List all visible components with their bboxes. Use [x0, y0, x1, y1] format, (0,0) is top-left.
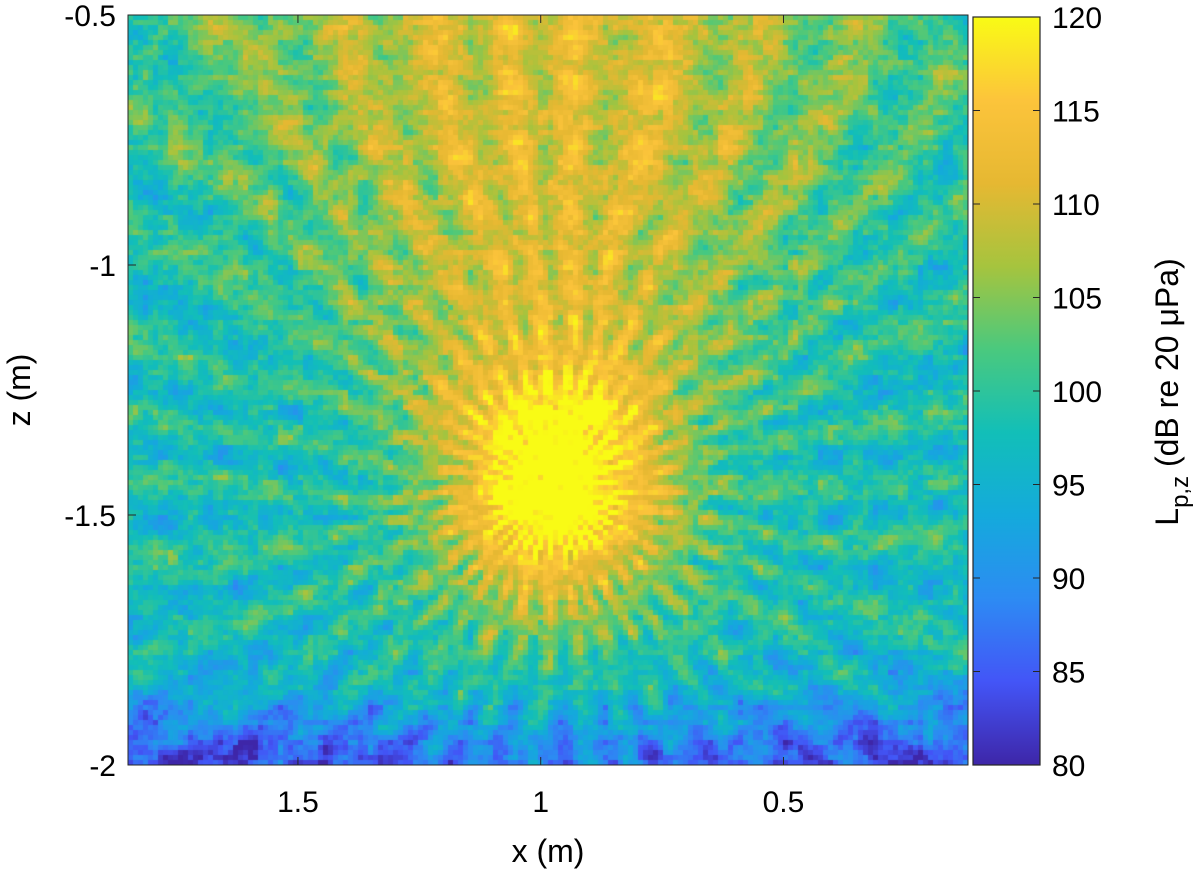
- x-tick-label: 1.5: [277, 786, 319, 819]
- y-axis-label: z (m): [1, 354, 37, 427]
- colorbar-label-sub: p,z: [1167, 476, 1194, 508]
- x-axis-label: x (m): [512, 833, 585, 869]
- colorbar-tick-label: 115: [1052, 96, 1100, 129]
- colorbar-tick-label: 120: [1052, 2, 1102, 35]
- colorbar-gradient: [972, 16, 1041, 766]
- y-tick-label: -1: [89, 250, 116, 283]
- colorbar-tick-label: 100: [1052, 376, 1102, 409]
- x-tick-label: 0.5: [763, 786, 805, 819]
- heatmap-plot: [127, 14, 969, 766]
- colorbar-tick-label: 80: [1052, 750, 1085, 783]
- colorbar-tick-label: 95: [1052, 470, 1085, 503]
- colorbar-tick-label: 90: [1052, 563, 1085, 596]
- colorbar-ticks: 80 85 90 95 100 105 110 115 120: [973, 2, 1102, 783]
- colorbar-label-main: L: [1149, 508, 1185, 526]
- colorbar-label-rest: (dB re 20 μPa): [1149, 258, 1185, 476]
- colorbar-tick-label: 85: [1052, 657, 1085, 690]
- y-tick-label: -2: [89, 750, 116, 783]
- y-tick-label: -0.5: [64, 0, 116, 33]
- plot-frame: [127, 14, 969, 766]
- colorbar-tick-label: 105: [1052, 283, 1102, 316]
- x-tick-label: 1: [532, 786, 549, 819]
- x-axis-ticks: 1.5 1 0.5: [277, 15, 804, 819]
- colorbar-label: Lp,z (dB re 20 μPa): [1149, 258, 1194, 525]
- y-tick-label: -1.5: [64, 500, 116, 533]
- y-axis-ticks: -0.5 -1 -1.5 -2: [64, 0, 136, 783]
- colorbar: 80 85 90 95 100 105 110 115 120 Lp,z (dB re 20 μ…: [972, 2, 1194, 783]
- colorbar-tick-label: 110: [1052, 189, 1100, 222]
